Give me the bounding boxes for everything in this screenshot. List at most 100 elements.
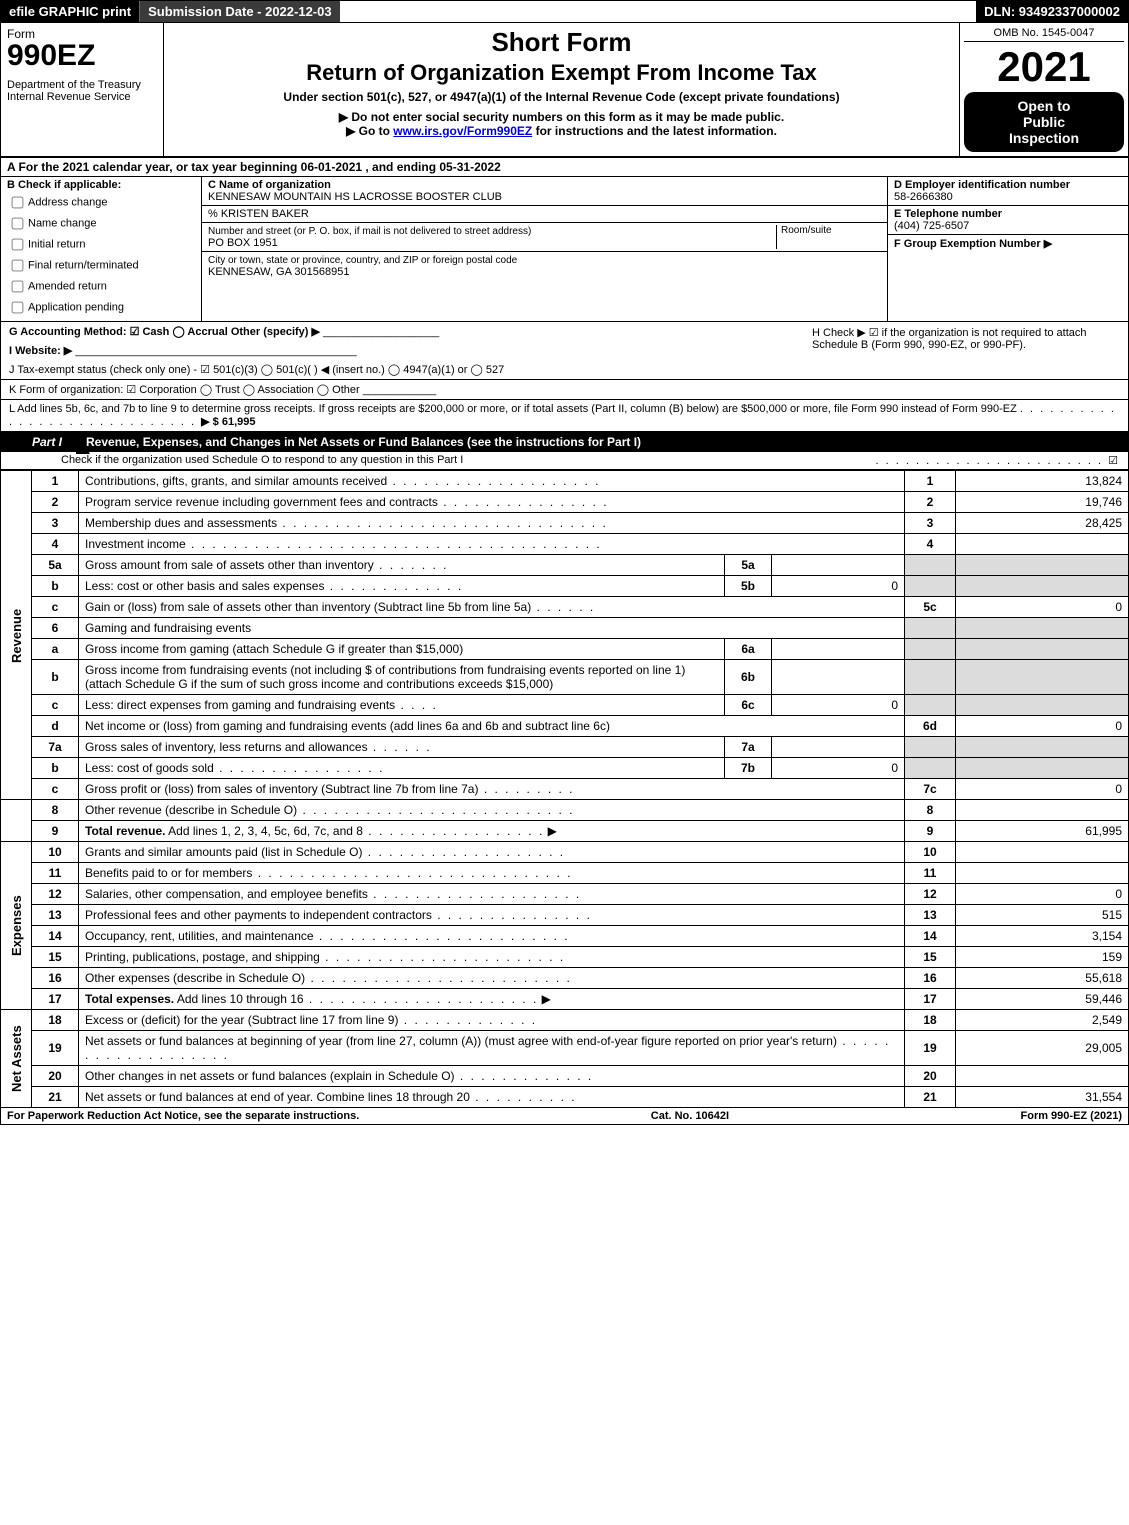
d: Less: direct expenses from gaming and fu… <box>85 698 395 712</box>
amt <box>956 863 1129 884</box>
amt: 28,425 <box>956 513 1129 534</box>
iamt <box>772 660 905 695</box>
amt: 0 <box>956 779 1129 800</box>
group-exemption-label: F Group Exemption Number ▶ <box>894 238 1052 250</box>
arrow-icon: ▶ <box>542 992 551 1006</box>
street: PO BOX 1951 <box>208 237 278 249</box>
shade <box>956 639 1129 660</box>
d: Grants and similar amounts paid (list in… <box>85 845 362 859</box>
ln: 20 <box>32 1066 79 1087</box>
city: KENNESAW, GA 301568951 <box>208 266 349 278</box>
ln: a <box>32 639 79 660</box>
iamt: 0 <box>772 758 905 779</box>
amt <box>956 534 1129 555</box>
row-7a: 7a Gross sales of inventory, less return… <box>1 737 1129 758</box>
tax-year: 2021 <box>964 46 1124 88</box>
row-6c: c Less: direct expenses from gaming and … <box>1 695 1129 716</box>
ln: c <box>32 597 79 618</box>
ln: b <box>32 576 79 597</box>
in: 7a <box>725 737 772 758</box>
d: Gross amount from sale of assets other t… <box>85 558 374 572</box>
ln: b <box>32 758 79 779</box>
on: 20 <box>905 1066 956 1087</box>
dept-treasury: Department of the Treasury <box>7 79 157 91</box>
ghij-block: G Accounting Method: ☑ Cash ◯ Accrual Ot… <box>0 322 1129 380</box>
iamt: 0 <box>772 576 905 597</box>
lbl: Initial return <box>28 238 85 250</box>
on: 3 <box>905 513 956 534</box>
ln: 9 <box>32 821 79 842</box>
iamt: 0 <box>772 695 905 716</box>
shade <box>956 555 1129 576</box>
ln: 21 <box>32 1087 79 1108</box>
amt <box>956 842 1129 863</box>
ln: 19 <box>32 1031 79 1066</box>
c-label: C Name of organization <box>208 179 331 191</box>
chk-address-change[interactable]: Address change <box>7 193 195 212</box>
row-5b: b Less: cost or other basis and sales ex… <box>1 576 1129 597</box>
shade <box>905 618 956 639</box>
irs-label: Internal Revenue Service <box>7 91 157 103</box>
on: 11 <box>905 863 956 884</box>
omb-number: OMB No. 1545-0047 <box>964 27 1124 42</box>
chk-amended-return[interactable]: Amended return <box>7 277 195 296</box>
col-c: C Name of organization KENNESAW MOUNTAIN… <box>202 177 888 321</box>
shade <box>956 576 1129 597</box>
header-right: OMB No. 1545-0047 2021 Open to Public In… <box>960 23 1128 156</box>
ln: 13 <box>32 905 79 926</box>
return-title: Return of Organization Exempt From Incom… <box>174 60 949 86</box>
in: 5b <box>725 576 772 597</box>
col-d: D Employer identification number 58-2666… <box>888 177 1128 321</box>
tel-label: E Telephone number <box>894 208 1002 220</box>
amt <box>956 1066 1129 1087</box>
d: Less: cost or other basis and sales expe… <box>85 579 324 593</box>
header-left: Form 990EZ Department of the Treasury In… <box>1 23 164 156</box>
efile-print-button[interactable]: efile GRAPHIC print <box>1 1 139 22</box>
d: Excess or (deficit) for the year (Subtra… <box>85 1013 398 1027</box>
iamt <box>772 555 905 576</box>
footer-mid: Cat. No. 10642I <box>651 1110 729 1122</box>
on: 5c <box>905 597 956 618</box>
on: 7c <box>905 779 956 800</box>
chk-name-change[interactable]: Name change <box>7 214 195 233</box>
chk-final-return[interactable]: Final return/terminated <box>7 256 195 275</box>
telephone: (404) 725-6507 <box>894 220 969 232</box>
open-to-public-badge: Open to Public Inspection <box>964 92 1124 152</box>
row-7b: b Less: cost of goods sold . . . . . . .… <box>1 758 1129 779</box>
top-bar: efile GRAPHIC print Submission Date - 20… <box>0 0 1129 23</box>
in: 5a <box>725 555 772 576</box>
form-header: Form 990EZ Department of the Treasury In… <box>0 23 1129 158</box>
row-3: 3 Membership dues and assessments . . . … <box>1 513 1129 534</box>
in: 7b <box>725 758 772 779</box>
k-form-org: K Form of organization: ☑ Corporation ◯ … <box>0 380 1129 400</box>
amt: 515 <box>956 905 1129 926</box>
row-17: 17 Total expenses. Add lines 10 through … <box>1 989 1129 1010</box>
iamt <box>772 639 905 660</box>
lbl: Final return/terminated <box>28 259 139 271</box>
on: 16 <box>905 968 956 989</box>
chk-application-pending[interactable]: Application pending <box>7 298 195 317</box>
room-suite-label: Room/suite <box>776 225 881 249</box>
ln: 4 <box>32 534 79 555</box>
short-form-title: Short Form <box>174 27 949 58</box>
shade <box>905 555 956 576</box>
part1-sub-text: Check if the organization used Schedule … <box>61 454 463 467</box>
footer-left: For Paperwork Reduction Act Notice, see … <box>7 1110 359 1122</box>
g-text: G Accounting Method: ☑ Cash ◯ Accrual Ot… <box>9 326 320 338</box>
ln: 10 <box>32 842 79 863</box>
amt: 2,549 <box>956 1010 1129 1031</box>
dln-label: DLN: 93492337000002 <box>976 1 1128 22</box>
ln: c <box>32 695 79 716</box>
shade <box>905 695 956 716</box>
submission-date-button[interactable]: Submission Date - 2022-12-03 <box>139 1 340 22</box>
lbl: Address change <box>28 196 108 208</box>
b-title: B Check if applicable: <box>7 179 195 191</box>
on: 2 <box>905 492 956 513</box>
on: 21 <box>905 1087 956 1108</box>
on: 6d <box>905 716 956 737</box>
header-mid: Short Form Return of Organization Exempt… <box>164 23 960 156</box>
on: 15 <box>905 947 956 968</box>
irs-link[interactable]: www.irs.gov/Form990EZ <box>393 124 532 138</box>
l-text: L Add lines 5b, 6c, and 7b to line 9 to … <box>9 403 1017 415</box>
chk-initial-return[interactable]: Initial return <box>7 235 195 254</box>
